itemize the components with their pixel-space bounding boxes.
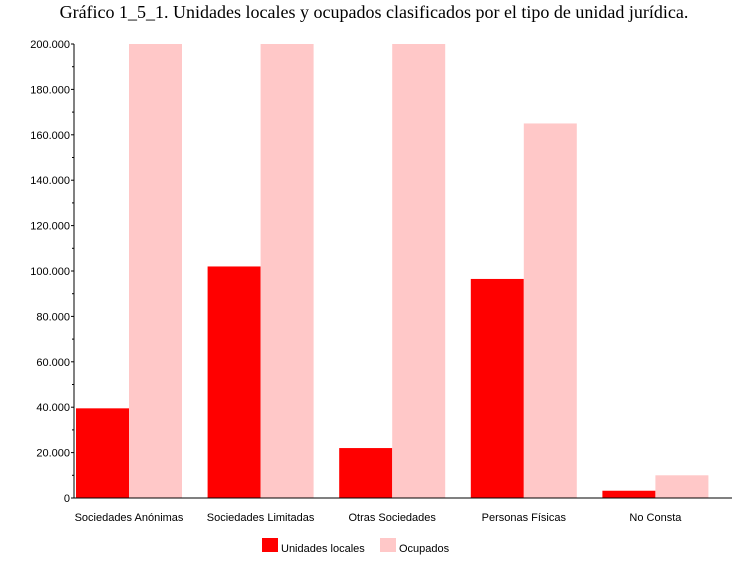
bar-unidades-locales	[470, 278, 524, 498]
bar-unidades-locales	[602, 490, 656, 498]
legend-swatch	[262, 538, 278, 552]
x-tick-label: No Consta	[629, 512, 682, 524]
legend-label: Ocupados	[399, 543, 450, 555]
y-tick-label: 140.000	[30, 175, 70, 187]
x-tick-label: Sociedades Limitadas	[207, 512, 315, 524]
legend-swatch	[380, 538, 396, 552]
bar-ocupados	[523, 123, 577, 498]
x-tick-label: Otras Sociedades	[348, 512, 436, 524]
bar-ocupados	[392, 44, 446, 498]
y-tick-label: 180.000	[30, 84, 70, 96]
y-tick-label: 0	[64, 493, 70, 505]
y-tick-label: 200.000	[30, 39, 70, 51]
x-tick-label: Sociedades Anónimas	[75, 512, 184, 524]
bar-ocupados	[129, 44, 182, 498]
x-tick-label: Personas Físicas	[482, 512, 567, 524]
y-tick-label: 40.000	[36, 402, 70, 414]
bar-ocupados	[260, 44, 314, 498]
bar-unidades-locales	[76, 408, 129, 498]
y-tick-label: 20.000	[36, 448, 70, 460]
bar-ocupados	[655, 475, 709, 498]
y-tick-label: 160.000	[30, 130, 70, 142]
y-tick-label: 120.000	[30, 221, 70, 233]
y-tick-label: 60.000	[36, 357, 70, 369]
chart-title: Gráfico 1_5_1. Unidades locales y ocupad…	[59, 2, 689, 22]
y-tick-label: 100.000	[30, 266, 70, 278]
bar-unidades-locales	[207, 266, 261, 498]
bar-unidades-locales	[339, 448, 393, 498]
legend-label: Unidades locales	[281, 543, 365, 555]
y-tick-label: 80.000	[36, 311, 70, 323]
